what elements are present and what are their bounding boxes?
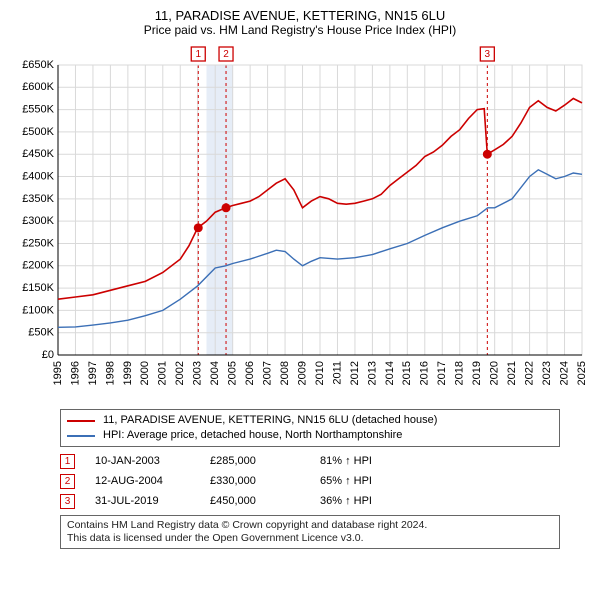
event-marker: [222, 203, 231, 212]
event-price: £450,000: [210, 495, 300, 507]
xtick-label: 2023: [541, 361, 553, 385]
xtick-label: 2004: [209, 361, 221, 385]
xtick-label: 2012: [349, 361, 361, 385]
event-delta: 81% ↑ HPI: [320, 455, 560, 467]
xtick-label: 2005: [227, 361, 239, 385]
ytick-label: £550K: [22, 104, 54, 116]
legend-swatch: [67, 420, 95, 422]
footnote: Contains HM Land Registry data © Crown c…: [60, 515, 560, 549]
event-price: £285,000: [210, 455, 300, 467]
event-badge-top-label: 2: [223, 49, 229, 60]
legend-label: HPI: Average price, detached house, Nort…: [103, 428, 402, 443]
xtick-label: 2014: [384, 361, 396, 385]
footnote-line-1: Contains HM Land Registry data © Crown c…: [67, 519, 553, 532]
xtick-label: 2020: [489, 361, 501, 385]
event-badge: 3: [60, 494, 75, 509]
legend-swatch: [67, 435, 95, 437]
event-badge: 2: [60, 474, 75, 489]
chart-container: 11, PARADISE AVENUE, KETTERING, NN15 6LU…: [0, 0, 600, 590]
xtick-label: 1995: [52, 361, 64, 385]
xtick-label: 2016: [419, 361, 431, 385]
xtick-label: 1999: [122, 361, 134, 385]
event-row: 1 10-JAN-2003 £285,000 81% ↑ HPI: [60, 451, 560, 471]
ytick-label: £0: [42, 349, 54, 361]
events-table: 1 10-JAN-2003 £285,000 81% ↑ HPI 2 12-AUG-200…: [60, 451, 560, 511]
chart-title: 11, PARADISE AVENUE, KETTERING, NN15 6LU: [10, 8, 590, 23]
legend-item: 11, PARADISE AVENUE, KETTERING, NN15 6LU…: [67, 413, 553, 428]
footnote-line-2: This data is licensed under the Open Gov…: [67, 532, 553, 545]
xtick-label: 2002: [174, 361, 186, 385]
event-badge-top-label: 1: [195, 49, 201, 60]
xtick-label: 2018: [454, 361, 466, 385]
event-date: 10-JAN-2003: [95, 455, 190, 467]
xtick-label: 2007: [262, 361, 274, 385]
chart-subtitle: Price paid vs. HM Land Registry's House …: [10, 23, 590, 37]
xtick-label: 2017: [436, 361, 448, 385]
legend-label: 11, PARADISE AVENUE, KETTERING, NN15 6LU…: [103, 413, 437, 428]
event-delta: 36% ↑ HPI: [320, 495, 560, 507]
xtick-label: 2025: [576, 361, 588, 385]
xtick-label: 2021: [506, 361, 518, 385]
xtick-label: 2008: [279, 361, 291, 385]
event-marker: [483, 150, 492, 159]
ytick-label: £300K: [22, 215, 54, 227]
ytick-label: £250K: [22, 237, 54, 249]
xtick-label: 2006: [244, 361, 256, 385]
xtick-label: 2019: [471, 361, 483, 385]
legend: 11, PARADISE AVENUE, KETTERING, NN15 6LU…: [60, 409, 560, 447]
event-row: 2 12-AUG-2004 £330,000 65% ↑ HPI: [60, 471, 560, 491]
event-marker: [194, 223, 203, 232]
xtick-label: 2022: [524, 361, 536, 385]
ytick-label: £150K: [22, 282, 54, 294]
event-badge: 1: [60, 454, 75, 469]
ytick-label: £500K: [22, 126, 54, 138]
xtick-label: 2013: [366, 361, 378, 385]
event-price: £330,000: [210, 475, 300, 487]
ytick-label: £350K: [22, 193, 54, 205]
xtick-label: 2000: [139, 361, 151, 385]
chart-area: £0 £50K £100K £150K £200K £250K £300K £350K £400…: [10, 43, 590, 403]
xtick-label: 2003: [192, 361, 204, 385]
ytick-label: £450K: [22, 148, 54, 160]
xtick-label: 2010: [314, 361, 326, 385]
event-row: 3 31-JUL-2019 £450,000 36% ↑ HPI: [60, 491, 560, 511]
chart-svg: £0 £50K £100K £150K £200K £250K £300K £350K £400…: [10, 43, 590, 403]
ytick-label: £200K: [22, 260, 54, 272]
event-date: 31-JUL-2019: [95, 495, 190, 507]
xtick-label: 2001: [157, 361, 169, 385]
xtick-label: 2009: [296, 361, 308, 385]
event-delta: 65% ↑ HPI: [320, 475, 560, 487]
xtick-label: 1998: [104, 361, 116, 385]
ytick-label: £400K: [22, 170, 54, 182]
ytick-label: £100K: [22, 304, 54, 316]
ytick-label: £600K: [22, 81, 54, 93]
xtick-label: 2015: [401, 361, 413, 385]
event-badge-top-label: 3: [485, 49, 491, 60]
ytick-label: £50K: [28, 327, 54, 339]
xtick-label: 2024: [558, 361, 570, 385]
legend-item: HPI: Average price, detached house, Nort…: [67, 428, 553, 443]
xtick-label: 2011: [331, 361, 343, 385]
ytick-label: £650K: [22, 59, 54, 71]
xtick-label: 1997: [87, 361, 99, 385]
event-date: 12-AUG-2004: [95, 475, 190, 487]
xtick-label: 1996: [69, 361, 81, 385]
